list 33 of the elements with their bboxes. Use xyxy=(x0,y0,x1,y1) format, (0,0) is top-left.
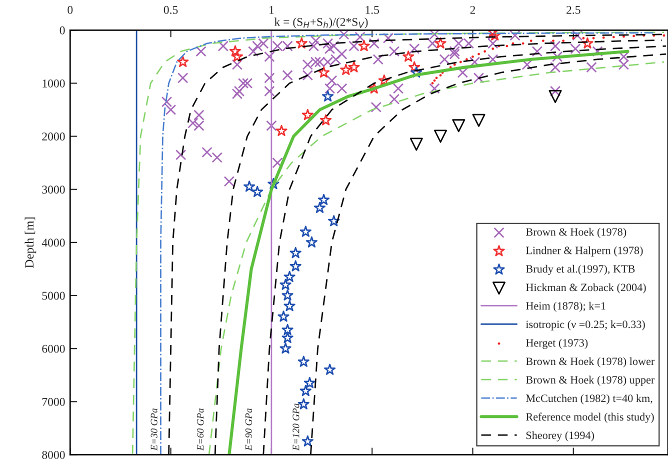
legend-label: Sheorey (1994) xyxy=(526,431,594,442)
legend-label: Brudy et al.(1997), KTB xyxy=(526,264,635,275)
x-tick-label: 1 xyxy=(270,6,274,14)
x-tick-label: 0.5 xyxy=(164,6,178,14)
y-tick-label: 2000 xyxy=(42,132,65,141)
x-tick-label: 0 xyxy=(68,6,73,14)
legend-label: Lindner & Halpern (1978) xyxy=(526,246,643,256)
annotation: E=30 GPa xyxy=(150,408,158,451)
x-tick-label: 1.5 xyxy=(366,6,380,14)
y-tick-label: 7000 xyxy=(42,398,65,406)
legend-label: Brown & Hoek (1978) upper xyxy=(526,376,655,386)
y-tick-label: 8000 xyxy=(42,450,65,459)
y-tick-label: 1000 xyxy=(42,79,65,88)
legend-label: McCutchen (1982) t=40 km, xyxy=(526,394,652,404)
x-axis-title: k = (S$_{H}$+S$_{h}$)/(2*S$_{V}$) xyxy=(274,18,368,28)
annotation: E=90 GPa xyxy=(245,408,252,451)
legend-label: Hickman & Zoback (2004) xyxy=(526,283,646,294)
y-tick-label: 4000 xyxy=(42,238,65,247)
legend-label: isotropic (ν =0.25; k=0.33) xyxy=(526,320,645,330)
x-tick-label: 2 xyxy=(470,6,476,14)
legend-label: Reference model (this study) xyxy=(526,412,654,423)
y-tick-label: 0 xyxy=(60,26,65,34)
x-tick-label: 2.5 xyxy=(566,6,580,14)
legend-label: Brown & Hoek (1978) xyxy=(526,228,626,238)
y-tick-label: 6000 xyxy=(42,344,65,353)
legend-label: Brown & Hoek (1978) lower xyxy=(526,357,655,368)
y-tick-label: 5000 xyxy=(42,292,65,300)
legend-label: Herget (1973) xyxy=(526,338,588,349)
legend-label: Heim (1878); k=1 xyxy=(526,302,606,312)
y-axis-title: Depth [m] xyxy=(24,218,36,268)
annotation: E=120 GPa xyxy=(292,404,300,451)
y-tick-label: 3000 xyxy=(42,186,65,194)
annotation: E=60 GPa xyxy=(197,408,204,451)
